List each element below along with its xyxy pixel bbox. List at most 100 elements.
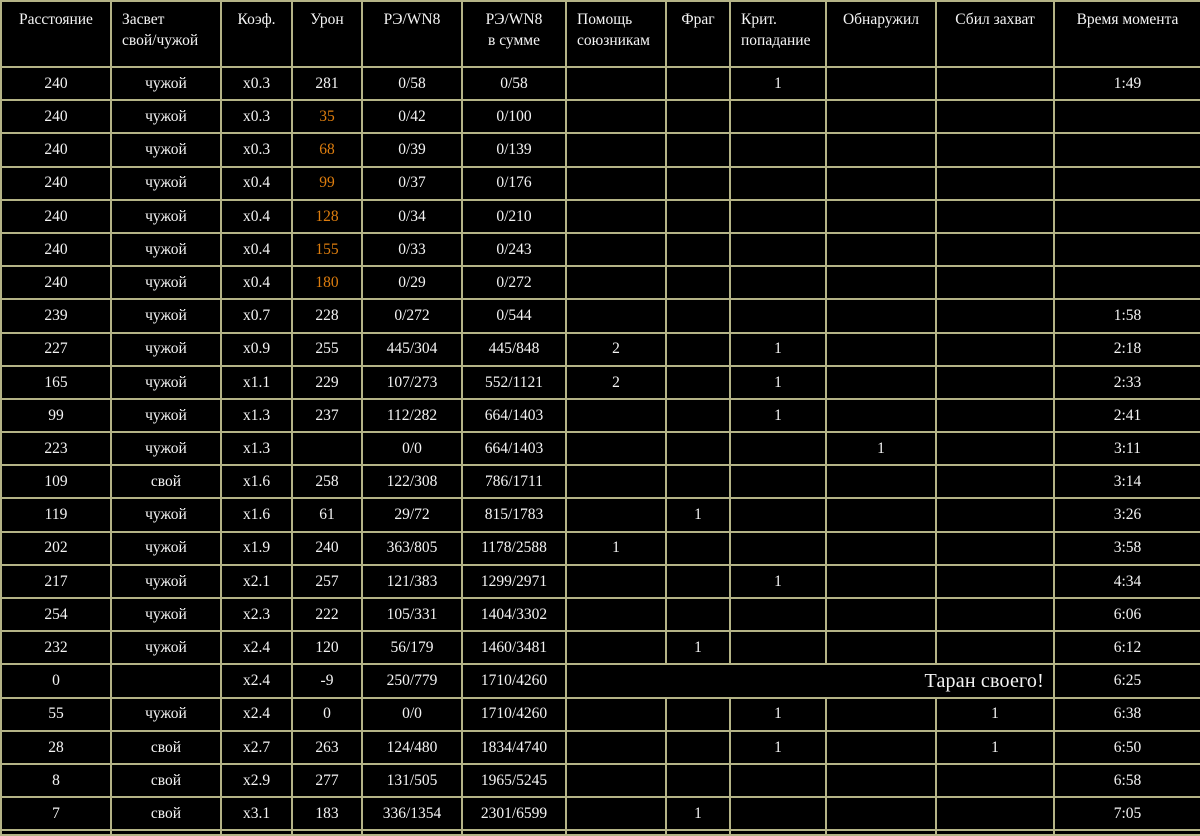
cell-frag (665, 331, 731, 367)
table-row: 240 чужой x0.4 128 0/34 0/210 (0, 198, 1200, 234)
cell-capture_reset (935, 298, 1055, 334)
cell-detected (825, 198, 937, 234)
cell-crit_hit (729, 198, 827, 234)
cell-coef: x0.4 (220, 231, 293, 268)
cell-coef: x1.6 (220, 464, 293, 500)
table-row: 240 чужой x0.3 35 0/42 0/100 (0, 99, 1200, 135)
column-header-re_wn8: РЭ/WN8 (361, 0, 463, 68)
cell-spot: чужой (110, 497, 222, 533)
column-header-distance: Расстояние (0, 0, 112, 68)
cell-re_wn8_sum: 1710/4260 (461, 663, 567, 699)
cell-moment_time: 6:50 (1053, 729, 1200, 765)
cell-damage: 237 (291, 397, 363, 434)
cell-damage: 35 (291, 99, 363, 135)
cell-frag (665, 431, 731, 467)
cell-coef: x2.3 (220, 596, 293, 633)
cell-damage: 99 (291, 165, 363, 201)
cell-spot: чужой (110, 596, 222, 633)
cell-capture_reset (935, 563, 1055, 600)
cell-moment_time: 3:14 (1053, 464, 1200, 500)
cell-damage: 128 (291, 198, 363, 234)
cell-ally_help (565, 497, 667, 533)
cell-capture_reset (935, 464, 1055, 500)
cell-re_wn8_sum: 0/139 (461, 132, 567, 168)
cell-crit_hit (729, 796, 827, 832)
cell-spot: чужой (110, 364, 222, 400)
cell-spot: чужой (110, 530, 222, 566)
cell-capture_reset (935, 331, 1055, 367)
cell-damage: 120 (291, 630, 363, 666)
table-row: 119 чужой x1.6 61 29/72 815/1783 1 3:26 (0, 497, 1200, 533)
cell-spot: чужой (110, 231, 222, 268)
cell-ally_help (565, 231, 667, 268)
cell-damage: 263 (291, 729, 363, 765)
cell-frag (665, 99, 731, 135)
cell-coef: x0.4 (220, 198, 293, 234)
table-row: 165 чужой x1.1 229 107/273 552/1121 2 1 2:33 (0, 364, 1200, 400)
cell-capture_reset: 1 (935, 729, 1055, 765)
cell-moment_time (1053, 231, 1200, 268)
cell-coef: x2.9 (220, 762, 293, 799)
cell-frag (665, 132, 731, 168)
cell-re_wn8: 105/331 (361, 596, 463, 633)
cell-moment_time: 1:49 (1053, 65, 1200, 102)
cell-ally_help (565, 99, 667, 135)
cell-crit_hit: 1 (729, 65, 827, 102)
cell-distance: 0 (0, 663, 112, 699)
cell-ally_help (565, 796, 667, 832)
cell-frag (665, 265, 731, 301)
cell-ally_help (565, 298, 667, 334)
column-header-re_wn8_sum: РЭ/WN8 в сумме (461, 0, 567, 68)
cell-ally_help: 2 (565, 364, 667, 400)
cell-crit_hit (729, 298, 827, 334)
cell-damage (291, 829, 363, 834)
cell-re_wn8: 0/29 (361, 265, 463, 301)
cell-distance: 227 (0, 331, 112, 367)
cell-coef: x2.7 (220, 729, 293, 765)
cell-distance: 240 (0, 198, 112, 234)
cell-moment_time: 7:05 (1053, 796, 1200, 832)
cell-detected (825, 397, 937, 434)
cell-damage: 229 (291, 364, 363, 400)
cell-moment_time: 1:58 (1053, 298, 1200, 334)
cell-damage: 68 (291, 132, 363, 168)
cell-spot: чужой (110, 630, 222, 666)
table-row: 223 чужой x1.3 0/0 664/1403 1 3:11 (0, 431, 1200, 467)
column-header-detected: Обнаружил (825, 0, 937, 68)
cell-re_wn8: 250/779 (361, 663, 463, 699)
table-row: 28 свой x2.7 263 124/480 1834/4740 1 1 6:50 (0, 729, 1200, 765)
cell-ally_help (565, 132, 667, 168)
cell-re_wn8: 121/383 (361, 563, 463, 600)
header-row: Расстояние Засвет свой/чужой Коэф. Урон РЭ/W… (0, 0, 1200, 68)
column-header-moment_time: Время момента (1053, 0, 1200, 68)
column-header-ally_help: Помощь союзникам (565, 0, 667, 68)
ram-note-cell: Таран своего! (565, 663, 1055, 699)
cell-frag: 1 (665, 796, 731, 832)
cell-crit_hit: 1 (729, 364, 827, 400)
cell-re_wn8_sum: 815/1783 (461, 497, 567, 533)
table-row: 109 свой x1.6 258 122/308 786/1711 3:14 (0, 464, 1200, 500)
cell-spot: чужой (110, 563, 222, 600)
cell-damage: 180 (291, 265, 363, 301)
cell-moment_time: 3:26 (1053, 497, 1200, 533)
cell-coef: x1.1 (220, 364, 293, 400)
cell-distance: 232 (0, 630, 112, 666)
cell-damage: 277 (291, 762, 363, 799)
cell-frag (665, 198, 731, 234)
table-row: 55 чужой x2.4 0 0/0 1710/4260 1 1 6:38 (0, 696, 1200, 732)
cell-re_wn8: 112/282 (361, 397, 463, 434)
cell-distance: 109 (0, 464, 112, 500)
cell-distance: 8 (0, 762, 112, 799)
cell-ally_help (565, 596, 667, 633)
cell-re_wn8_sum: 1299/2971 (461, 563, 567, 600)
cell-re_wn8_sum: 786/1711 (461, 464, 567, 500)
cell-moment_time: 2:18 (1053, 331, 1200, 367)
cell-spot: чужой (110, 696, 222, 732)
table-row: 217 чужой x2.1 257 121/383 1299/2971 1 4:34 (0, 563, 1200, 600)
cell-crit_hit: 1 (729, 563, 827, 600)
cell-moment_time (1053, 829, 1200, 834)
cell-detected (825, 796, 937, 832)
cell-capture_reset (935, 829, 1055, 834)
cell-frag (665, 829, 731, 834)
